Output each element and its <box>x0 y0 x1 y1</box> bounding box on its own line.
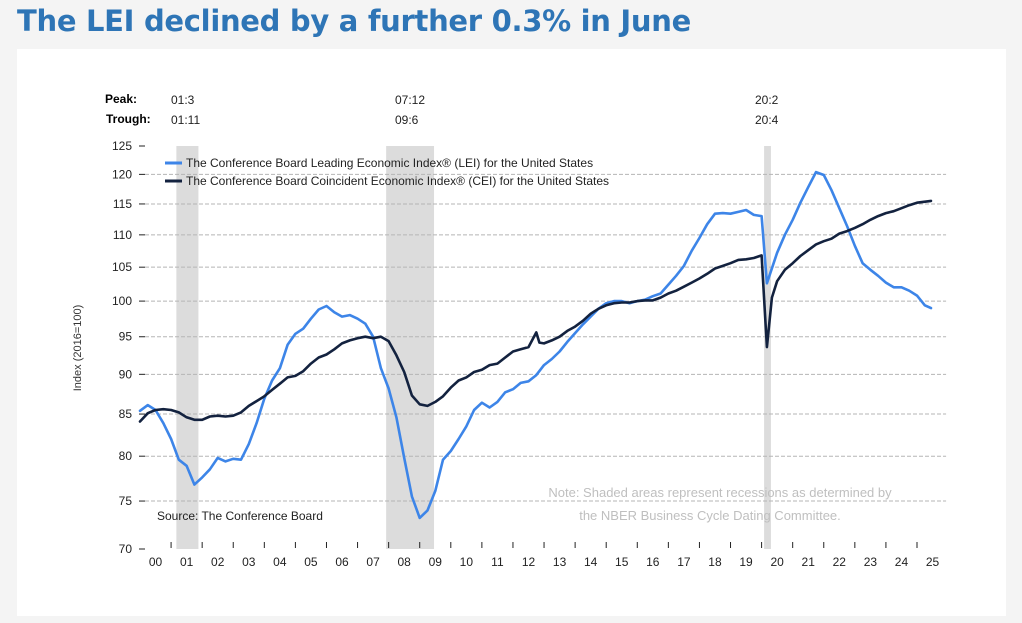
x-tick-label: 20 <box>770 555 784 569</box>
x-tick-label: 14 <box>584 555 598 569</box>
lei-series-line <box>138 170 933 520</box>
y-axis-label: Index (2016=100) <box>72 305 84 392</box>
y-tick-label: 85 <box>119 407 133 421</box>
recession-note-line-2: the NBER Business Cycle Dating Committee… <box>579 508 841 523</box>
recession-shading-group <box>176 146 771 549</box>
x-tick-label: 23 <box>864 555 878 569</box>
x-tick-label: 03 <box>242 555 256 569</box>
y-tick-label: 120 <box>112 167 132 181</box>
x-tick-label: 19 <box>739 555 753 569</box>
x-tick-label: 16 <box>646 555 660 569</box>
x-tick-label: 09 <box>429 555 443 569</box>
recession-note-line-1: Note: Shaded areas represent recessions … <box>548 485 892 500</box>
recession-peak-date: 20:2 <box>755 93 779 107</box>
x-tick-label: 00 <box>149 555 163 569</box>
y-tick-label: 100 <box>112 294 132 308</box>
y-tick-label: 80 <box>119 449 133 463</box>
x-axis: 00 01 02 03 04 05 06 07 08 09 10 11 12 13 14 15 16 17 18 19… <box>149 542 940 569</box>
y-tick-label: 115 <box>113 197 132 211</box>
recession-shade <box>176 146 199 549</box>
recession-trough-date: 20:4 <box>755 113 779 127</box>
chart-panel: 70 75 80 85 90 95 100 105 110 115 120 125 00 01 02 03 0… <box>17 49 1006 616</box>
x-tick-label: 02 <box>211 555 225 569</box>
recession-peak-date: 01:3 <box>171 93 195 107</box>
y-tick-label: 90 <box>119 367 133 381</box>
legend-label-lei: The Conference Board Leading Economic In… <box>186 156 593 170</box>
x-tick-label: 10 <box>460 555 474 569</box>
x-tick-label: 13 <box>553 555 567 569</box>
peak-label: Peak: <box>105 92 137 106</box>
series-group <box>138 170 933 520</box>
x-tick-label: 11 <box>491 555 504 569</box>
legend: The Conference Board Leading Economic In… <box>165 156 609 188</box>
gridlines-group <box>145 173 947 502</box>
y-tick-label: 75 <box>119 494 133 508</box>
source-note: Source: The Conference Board <box>157 509 323 523</box>
x-tick-label: 05 <box>304 555 318 569</box>
y-tick-label: 70 <box>119 542 133 556</box>
recession-dates: Peak: Trough: 01:3 01:11 07:12 09:6 20:2 20:4 <box>105 92 779 127</box>
x-tick-label: 22 <box>833 555 847 569</box>
x-tick-label: 17 <box>677 555 691 569</box>
x-tick-label: 08 <box>398 555 412 569</box>
y-axis: 70 75 80 85 90 95 100 105 110 115 120 125 <box>112 139 145 556</box>
x-tick-label: 25 <box>926 555 940 569</box>
x-tick-label: 04 <box>273 555 287 569</box>
y-tick-label: 125 <box>112 139 132 153</box>
y-tick-label: 110 <box>113 228 132 242</box>
x-tick-label: 15 <box>615 555 629 569</box>
cei-series-line <box>138 199 933 423</box>
x-tick-label: 12 <box>522 555 536 569</box>
x-tick-label: 06 <box>335 555 349 569</box>
legend-label-cei: The Conference Board Coincident Economic… <box>186 174 609 188</box>
x-tick-label: 24 <box>895 555 909 569</box>
x-tick-label: 01 <box>180 555 194 569</box>
recession-peak-date: 07:12 <box>395 93 425 107</box>
recession-trough-date: 01:11 <box>171 113 200 127</box>
trough-label: Trough: <box>106 112 151 126</box>
page-headline: The LEI declined by a further 0.3% in Ju… <box>17 4 691 38</box>
y-tick-label: 105 <box>112 260 132 274</box>
x-tick-label: 18 <box>708 555 722 569</box>
recession-trough-date: 09:6 <box>395 113 419 127</box>
y-tick-label: 95 <box>119 330 133 344</box>
x-tick-label: 07 <box>366 555 380 569</box>
x-tick-label: 21 <box>802 555 816 569</box>
